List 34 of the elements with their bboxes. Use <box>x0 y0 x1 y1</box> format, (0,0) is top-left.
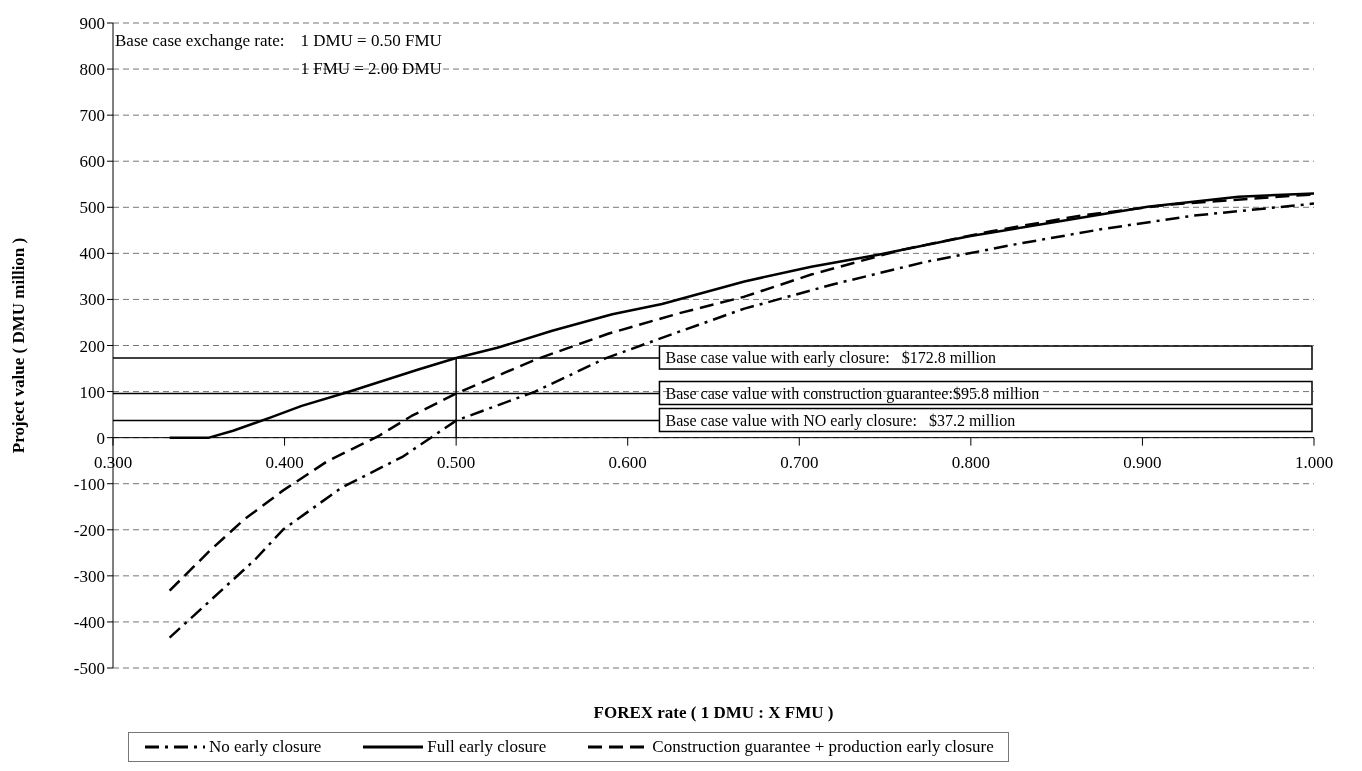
y-tick-label: 700 <box>79 106 105 126</box>
x-tick-label: 1.000 <box>1294 452 1334 472</box>
annotation: 1 FMU = 2.00 DMU <box>300 58 442 80</box>
ref-line-label: Base case value with construction guarantee:$95.8 million <box>665 384 1040 403</box>
y-tick-label: 900 <box>79 14 105 34</box>
y-tick-label: 600 <box>79 152 105 172</box>
y-tick-label: -500 <box>73 659 105 679</box>
y-tick-label: 300 <box>79 290 105 310</box>
y-tick-label: -300 <box>73 566 105 586</box>
ref-line-label: Base case value with NO early closure: $37.2 million <box>665 411 1016 430</box>
x-tick-label: 0.700 <box>780 452 819 472</box>
x-tick-label: 0.900 <box>1123 452 1162 472</box>
y-tick-label: 400 <box>79 244 105 264</box>
legend-label: Construction guarantee + production early closure <box>652 737 994 757</box>
legend-label: No early closure <box>209 737 322 757</box>
y-axis-title: Project value ( DMU million ) <box>9 237 29 454</box>
x-tick-label: 0.800 <box>951 452 990 472</box>
x-tick-label: 0.400 <box>265 452 304 472</box>
y-tick-label: 200 <box>79 336 105 356</box>
x-axis-title: FOREX rate ( 1 DMU : X FMU ) <box>593 703 834 722</box>
annotation: 1 DMU = 0.50 FMU <box>300 30 442 52</box>
annotation: Base case exchange rate: <box>115 30 285 52</box>
y-tick-label: -400 <box>73 612 105 632</box>
y-tick-label: 100 <box>79 382 105 402</box>
x-tick-label: 0.600 <box>608 452 647 472</box>
x-tick-label: 0.500 <box>437 452 476 472</box>
x-tick-label: 0.300 <box>93 452 133 472</box>
legend-label: Full early closure <box>427 737 547 757</box>
y-tick-label: 800 <box>79 60 105 80</box>
y-tick-label: 500 <box>79 198 105 218</box>
y-tick-label: -100 <box>73 474 105 494</box>
ref-line-label: Base case value with early closure: $172.8 million <box>665 349 997 368</box>
y-tick-label: 0 <box>96 428 105 448</box>
y-tick-label: -200 <box>73 520 105 540</box>
